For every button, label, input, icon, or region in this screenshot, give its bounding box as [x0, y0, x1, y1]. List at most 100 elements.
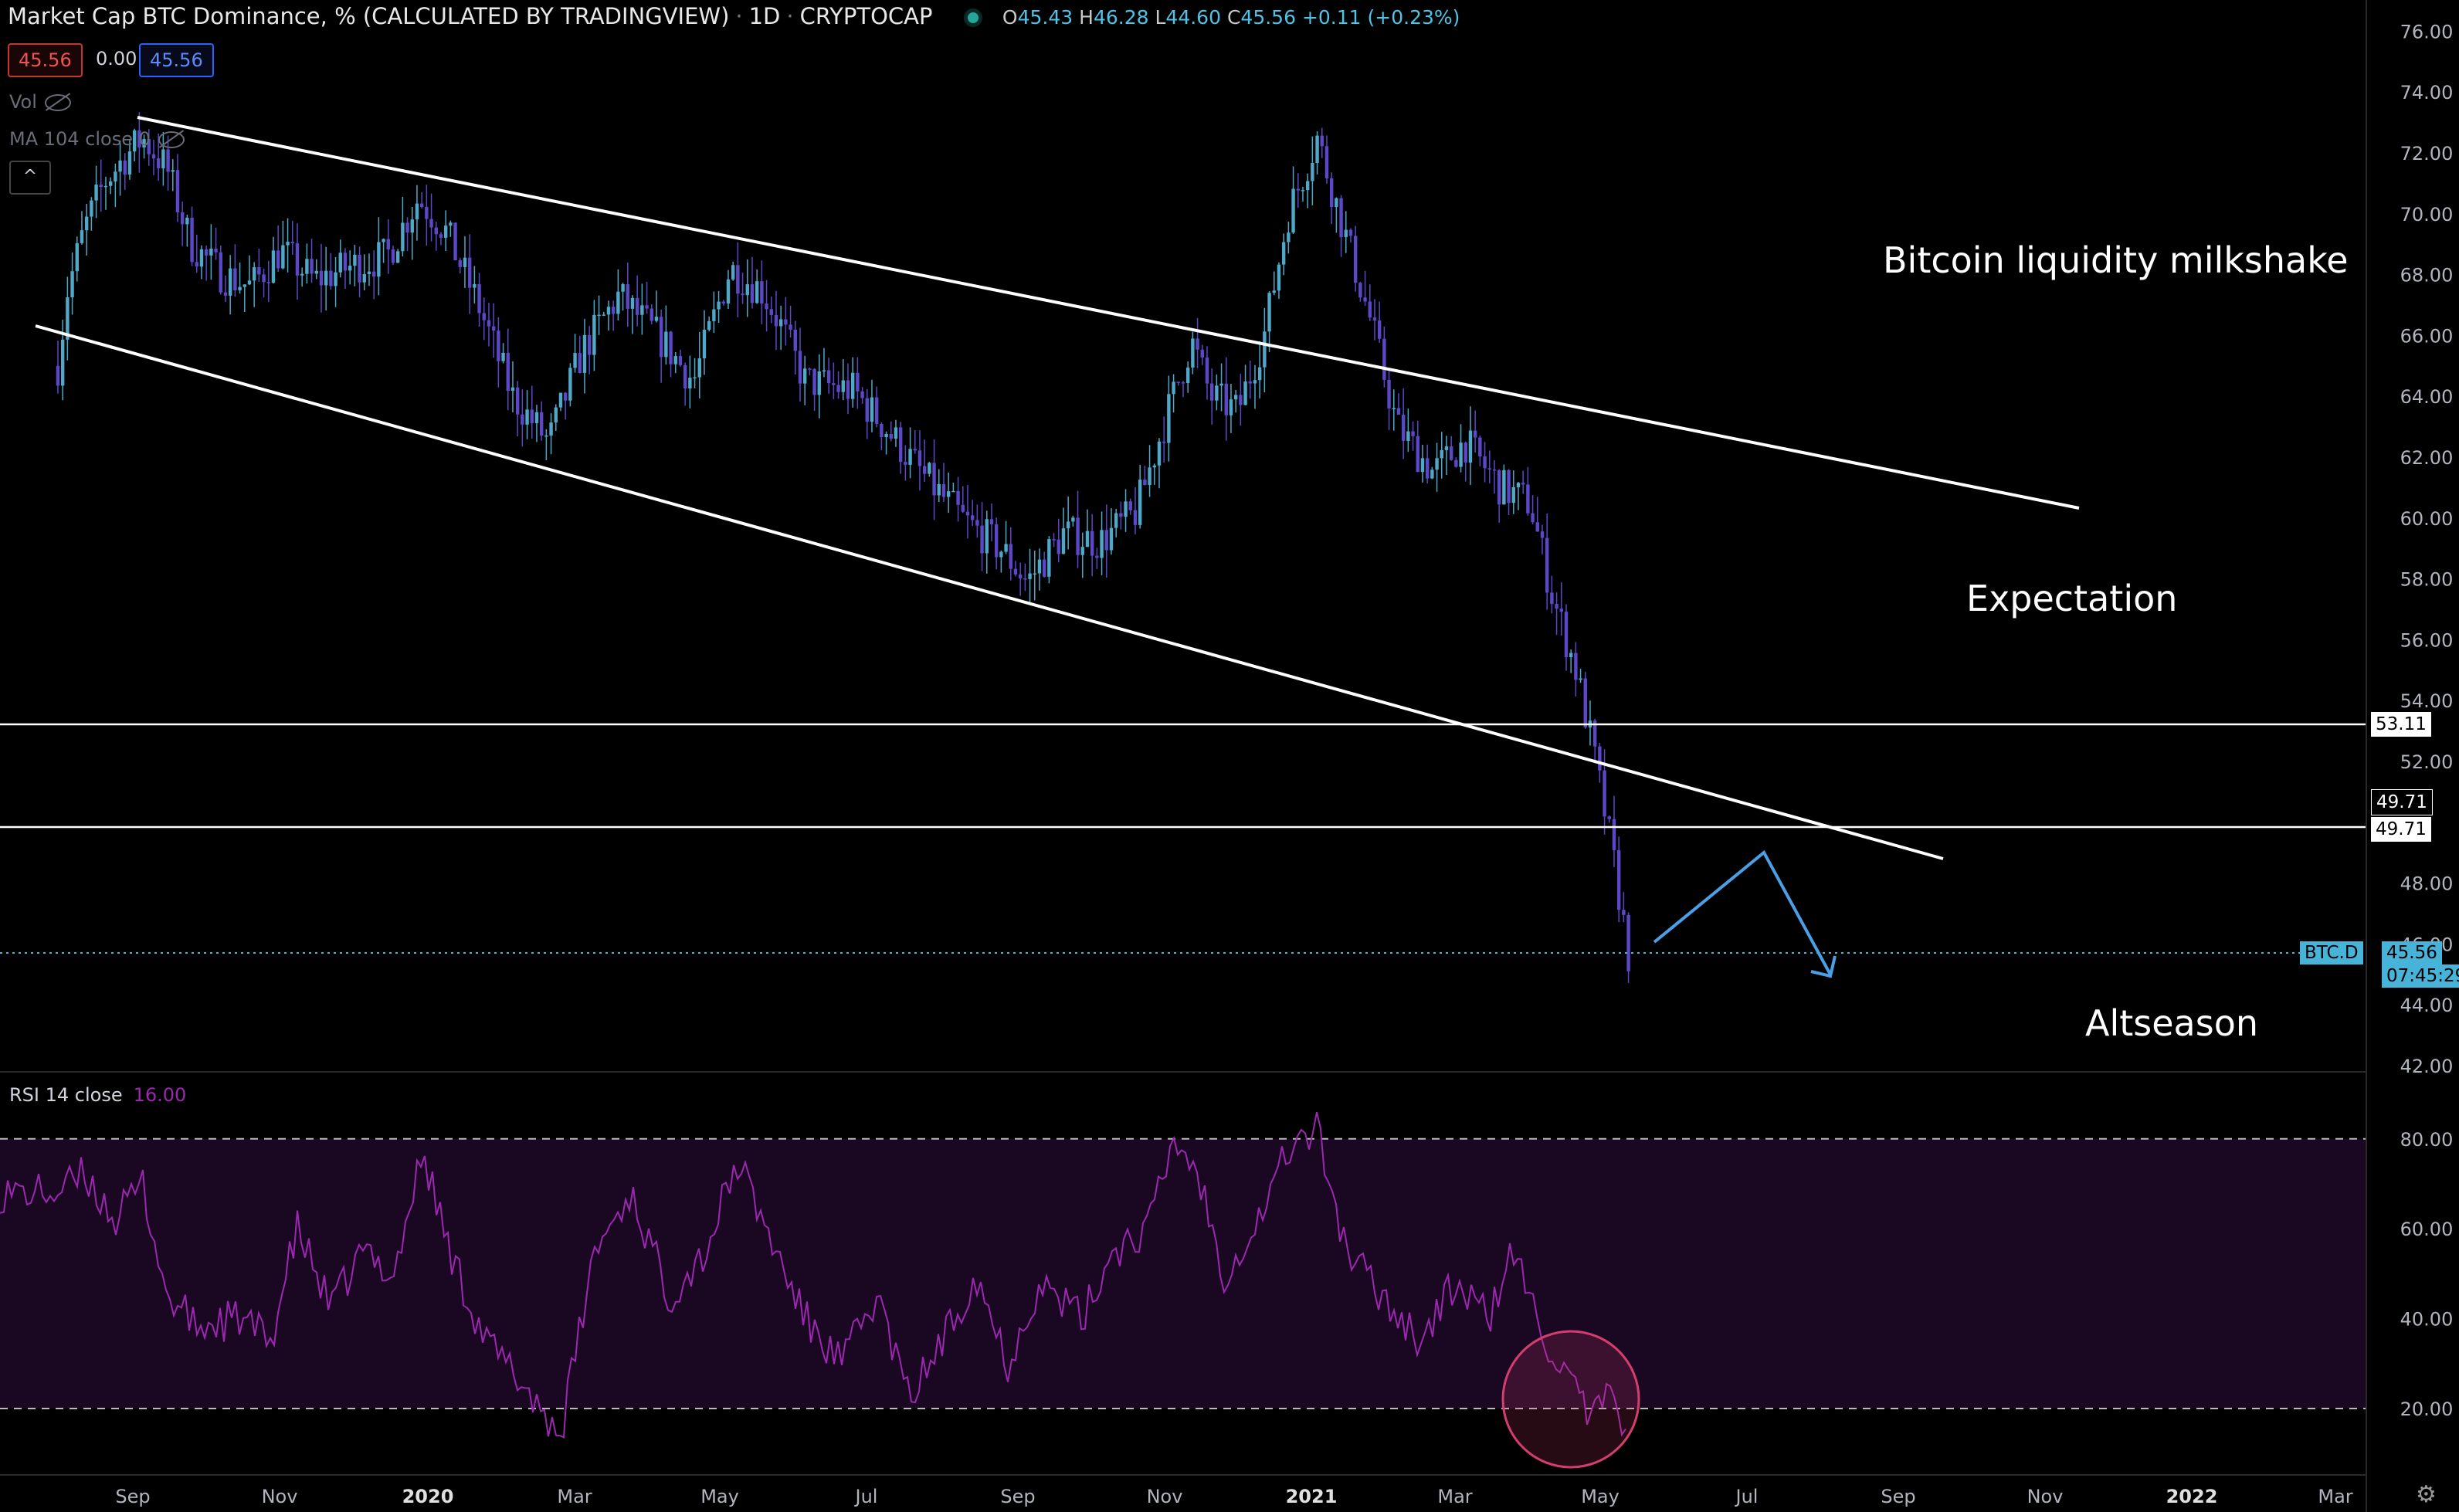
- open-value: 45.43: [1017, 6, 1073, 29]
- candle: [1358, 283, 1362, 298]
- candle: [1311, 162, 1314, 181]
- candle: [60, 339, 65, 386]
- candle: [137, 130, 141, 147]
- hidden-eye-icon[interactable]: [158, 131, 185, 148]
- candle: [635, 297, 639, 315]
- candle: [1435, 458, 1439, 470]
- candle: [1028, 573, 1032, 579]
- candle: [1579, 678, 1582, 680]
- time-tick-label: Nov: [2027, 1486, 2064, 1507]
- candle: [199, 249, 204, 267]
- price-tick-label: 60.00: [2400, 508, 2454, 530]
- candle: [482, 313, 486, 320]
- candle: [683, 364, 687, 389]
- candle: [449, 222, 453, 226]
- vol-indicator[interactable]: Vol: [9, 91, 71, 113]
- candle: [956, 490, 960, 505]
- candle: [1622, 910, 1626, 915]
- candle: [1033, 573, 1036, 575]
- candle: [669, 331, 673, 364]
- projection-path: [1653, 849, 1832, 975]
- candle: [826, 370, 831, 384]
- rsi-legend[interactable]: RSI 14 close 16.00: [9, 1084, 187, 1106]
- candle: [405, 222, 409, 233]
- candle: [1305, 181, 1310, 191]
- candle: [731, 265, 735, 280]
- candle: [1157, 441, 1162, 466]
- candle: [1219, 383, 1223, 386]
- candle: [262, 274, 266, 283]
- time-tick-label: Jul: [854, 1486, 878, 1507]
- candle: [1076, 517, 1080, 555]
- candle: [961, 504, 965, 512]
- candle: [1104, 530, 1108, 551]
- candle: [1430, 470, 1434, 479]
- candle: [1320, 135, 1324, 147]
- candle: [1603, 770, 1606, 817]
- candle: [1468, 430, 1473, 463]
- candle: [515, 387, 520, 415]
- candle: [1267, 293, 1271, 332]
- candle: [1583, 678, 1587, 728]
- candle: [750, 284, 755, 303]
- candle: [1277, 264, 1281, 291]
- candle: [908, 449, 912, 465]
- candle: [1344, 229, 1348, 238]
- candle: [1559, 609, 1563, 612]
- candle: [367, 271, 371, 274]
- candle: [597, 314, 601, 317]
- candle: [980, 525, 984, 554]
- candle: [640, 305, 644, 315]
- candle: [841, 380, 845, 392]
- candle: [558, 392, 563, 408]
- candle: [525, 409, 529, 425]
- candle: [673, 356, 677, 364]
- last-price-tag: 45.56: [2382, 941, 2442, 964]
- gear-icon[interactable]: ⚙: [2416, 1481, 2437, 1508]
- candle: [1052, 539, 1056, 541]
- candle: [1162, 441, 1166, 443]
- candle: [123, 160, 127, 175]
- buy-price-button[interactable]: 45.56: [139, 43, 214, 77]
- annotation-milkshake[interactable]: Bitcoin liquidity milkshake: [1883, 239, 2349, 281]
- candle: [295, 243, 300, 276]
- rsi-tick-label: 80.00: [2400, 1129, 2454, 1151]
- candle: [836, 385, 840, 392]
- annotation-expectation[interactable]: Expectation: [1966, 578, 2178, 619]
- candle: [688, 378, 692, 389]
- candle: [1368, 301, 1372, 318]
- candle: [1023, 578, 1027, 580]
- candle: [798, 351, 802, 384]
- time-tick-label: 2022: [2166, 1486, 2218, 1507]
- candle: [338, 253, 342, 273]
- price-tick-label: 76.00: [2400, 21, 2454, 42]
- candle: [1080, 547, 1084, 555]
- time-tick-label: Sep: [115, 1486, 150, 1507]
- time-tick-label: Mar: [1437, 1486, 1472, 1507]
- interval-label[interactable]: 1D: [748, 3, 781, 29]
- candle: [1521, 483, 1525, 485]
- arrowhead: [1810, 955, 1837, 978]
- candle: [741, 293, 744, 296]
- collapse-indicators-button[interactable]: ^: [9, 161, 51, 195]
- ma-indicator[interactable]: MA 104 close 0: [9, 128, 185, 150]
- candle: [281, 245, 285, 269]
- candle: [1564, 612, 1569, 658]
- symbol-title[interactable]: Market Cap BTC Dominance, % (CALCULATED …: [8, 3, 730, 29]
- candle: [822, 370, 826, 372]
- candle: [395, 251, 400, 263]
- candle: [568, 368, 572, 401]
- sell-price-button[interactable]: 45.56: [8, 43, 83, 77]
- annotation-altseason[interactable]: Altseason: [2085, 1002, 2259, 1044]
- price-tick-label: 42.00: [2400, 1056, 2454, 1077]
- candle: [1253, 380, 1257, 384]
- hidden-eye-icon[interactable]: [44, 94, 71, 111]
- high-value: 46.28: [1093, 6, 1149, 29]
- change-value: +0.11 (+0.23%): [1301, 6, 1460, 29]
- level-tag-49-lower: 49.71: [2371, 817, 2431, 842]
- candle: [487, 320, 491, 327]
- candle: [1406, 431, 1410, 441]
- candle: [439, 234, 443, 238]
- price-tick-label: 62.00: [2400, 447, 2454, 469]
